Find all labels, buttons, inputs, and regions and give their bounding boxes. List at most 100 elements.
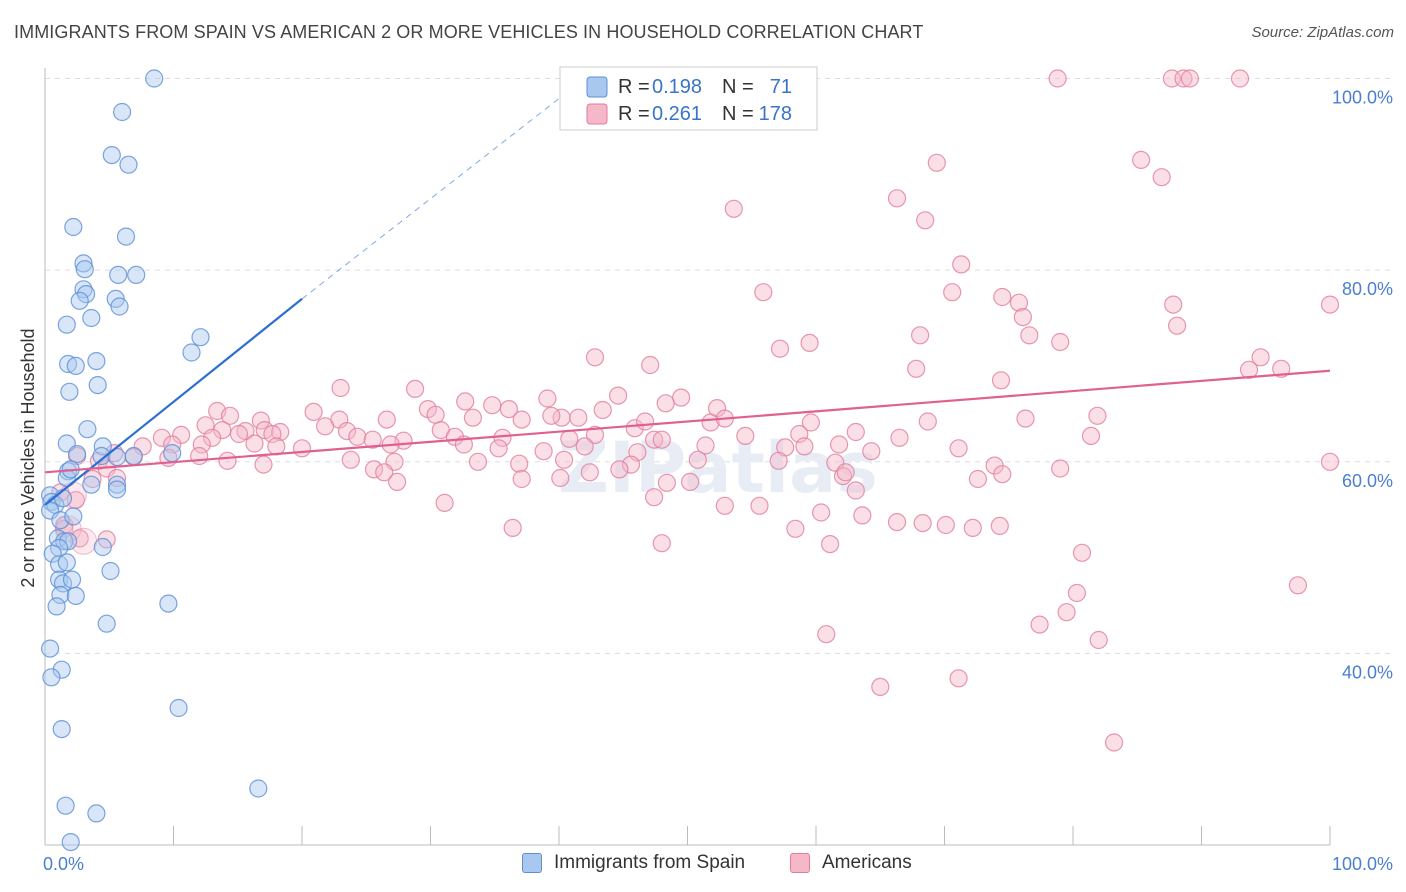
americans-point (1048, 69, 1067, 88)
americans-point (560, 429, 579, 448)
y-tick-label: 80.0% (1342, 279, 1393, 299)
spain-point (51, 585, 70, 605)
chart-title: IMMIGRANTS FROM SPAIN VS AMERICAN 2 OR M… (14, 22, 924, 42)
legend-swatch (586, 103, 608, 125)
legend-item-americans: Americans (790, 852, 912, 874)
americans-point (829, 435, 849, 454)
americans-point (1239, 360, 1259, 379)
americans-point (1057, 603, 1076, 622)
spain-point (102, 146, 121, 165)
americans-point (1030, 615, 1049, 634)
spain-point (101, 561, 120, 581)
legend-n-label: N = (722, 103, 754, 125)
americans-point (585, 425, 605, 444)
americans-point (769, 451, 788, 470)
americans-point (625, 419, 644, 438)
spain-trend-line (44, 298, 303, 506)
spain-point (40, 639, 60, 658)
americans-point (1288, 576, 1308, 595)
spain-point (78, 420, 97, 439)
americans-point (688, 450, 707, 469)
spain-point (124, 446, 143, 466)
americans-point (220, 406, 240, 425)
americans-point (534, 442, 553, 461)
americans-point (341, 450, 360, 469)
americans-point (801, 413, 821, 432)
spain-trend-extension (301, 78, 586, 300)
spain-point (112, 102, 132, 122)
legend-swatch-spain (522, 853, 542, 873)
americans-point (820, 534, 840, 554)
trend-lines (44, 78, 1331, 506)
americans-point (907, 359, 926, 378)
americans-point (644, 430, 664, 449)
americans-point (990, 516, 1009, 536)
spain-point (64, 217, 83, 237)
americans-point (1016, 409, 1035, 428)
americans-point (750, 496, 769, 515)
americans-point (364, 460, 384, 479)
x-tick-label: 100.0% (1332, 854, 1393, 874)
americans-point (736, 426, 755, 445)
americans-point (846, 481, 865, 500)
americans-point (192, 435, 211, 454)
x-tick-label: 0.0% (43, 854, 84, 874)
spain-point (191, 328, 210, 347)
spain-point (42, 668, 61, 687)
legend-swatch-americans (790, 853, 810, 873)
americans-point (190, 446, 209, 466)
americans-point (1089, 630, 1108, 650)
americans-point (152, 428, 171, 447)
americans-point (715, 496, 734, 515)
spain-point (169, 698, 188, 718)
americans-point (503, 518, 522, 538)
americans-point (83, 469, 102, 489)
spain-point (70, 291, 89, 310)
americans-point (363, 430, 382, 449)
bottom-legend: Immigrants from Spain Americans (0, 852, 1406, 878)
americans-point (927, 153, 946, 172)
americans-point (641, 355, 660, 375)
americans-point (853, 506, 872, 525)
tick-labels: 40.0% 60.0% 80.0% 100.0% 0.0% 100.0% (43, 88, 1393, 875)
americans-point (1020, 326, 1039, 345)
spain-point (57, 553, 76, 572)
americans-point (846, 422, 865, 442)
axes (44, 68, 1331, 846)
americans-point (348, 427, 367, 446)
spain-point (67, 445, 87, 464)
americans-point (1164, 295, 1183, 314)
spain-point (97, 614, 116, 633)
americans-point (608, 386, 628, 405)
americans-point (936, 515, 955, 535)
americans-point (585, 348, 605, 367)
americans-point (512, 469, 531, 489)
americans-point (949, 439, 968, 458)
grid-lines (45, 78, 1394, 654)
americans-point (890, 428, 909, 447)
spain-point (87, 352, 106, 371)
americans-point (786, 519, 805, 538)
americans-point (1051, 459, 1070, 478)
americans-point (554, 450, 574, 469)
stats-legend: R = 0.198 N = 71 R = 0.261 N = 178 (559, 66, 818, 131)
spain-point (107, 480, 127, 499)
legend-n-value: 178 (759, 103, 792, 125)
spain-point (56, 796, 75, 815)
americans-point (993, 465, 1012, 484)
spain-point (52, 719, 71, 739)
y-tick-label: 40.0% (1342, 662, 1393, 682)
americans-point (229, 424, 249, 444)
americans-point (918, 412, 937, 431)
spain-point (87, 804, 106, 823)
americans-point (569, 408, 588, 427)
americans-point (406, 379, 425, 398)
americans-point (463, 408, 482, 427)
spain-point (249, 779, 268, 798)
americans-point (862, 442, 881, 461)
americans-point (483, 396, 502, 415)
americans-point (949, 669, 968, 688)
legend-r-label: R = (618, 103, 650, 125)
americans-point (952, 255, 971, 274)
